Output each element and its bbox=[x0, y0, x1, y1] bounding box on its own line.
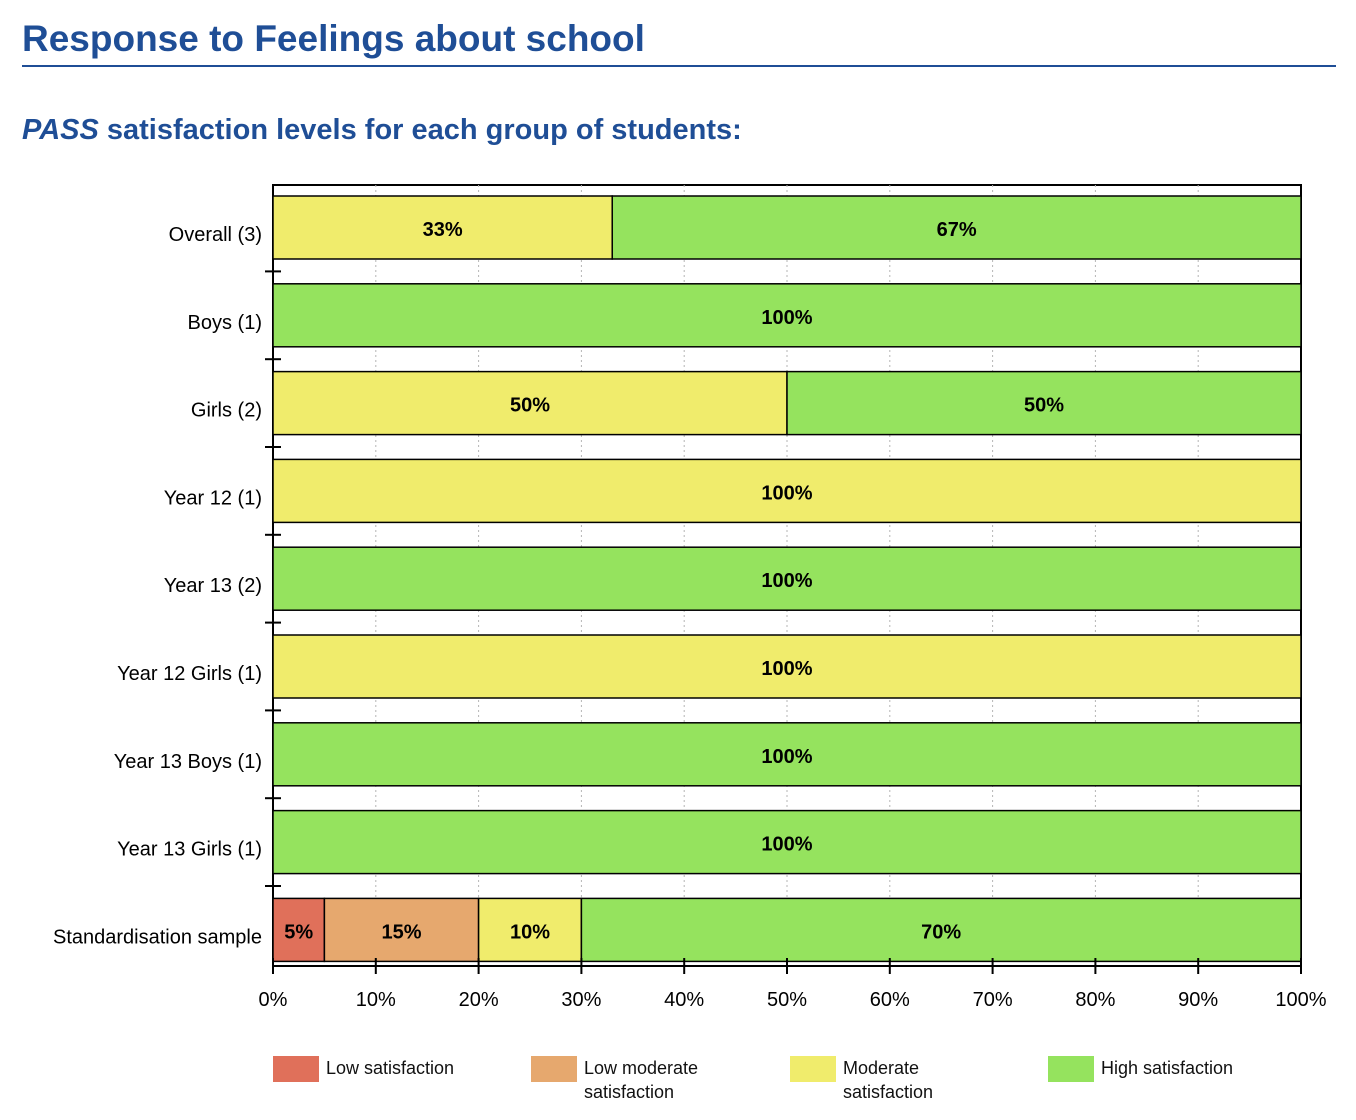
bar-value-label: 67% bbox=[937, 219, 977, 241]
bar-segment bbox=[272, 458, 1302, 524]
category-label: Year 13 (2) bbox=[164, 575, 262, 597]
x-tick-label: 80% bbox=[1075, 989, 1115, 1011]
legend-swatch-high bbox=[1048, 1056, 1094, 1082]
x-tick-label: 70% bbox=[973, 989, 1013, 1011]
bar-segment bbox=[477, 897, 583, 963]
category-label: Girls (2) bbox=[191, 400, 262, 422]
bar-segment bbox=[611, 195, 1302, 260]
legend-swatch-low bbox=[273, 1056, 319, 1082]
category-label: Year 12 (1) bbox=[164, 487, 262, 509]
legend-label-high: High satisfaction bbox=[1101, 1058, 1234, 1078]
category-label: Boys (1) bbox=[188, 312, 262, 334]
chart-subtitle: PASS satisfaction levels for each group … bbox=[22, 114, 742, 147]
bar-value-label: 15% bbox=[381, 921, 421, 943]
bar-value-label: 100% bbox=[761, 834, 812, 856]
title-divider bbox=[22, 65, 1336, 67]
bar-value-label: 50% bbox=[1024, 395, 1064, 417]
bar-segment bbox=[272, 722, 1302, 787]
subtitle-text: satisfaction levels for each group of st… bbox=[106, 114, 742, 146]
bar-segment bbox=[272, 634, 1302, 699]
bar-value-label: 100% bbox=[761, 307, 812, 329]
x-tick-label: 90% bbox=[1178, 989, 1218, 1011]
legend-item-low-moderate: Low moderate satisfaction bbox=[531, 1056, 698, 1104]
x-tick-label: 20% bbox=[459, 989, 499, 1011]
bar-segment bbox=[272, 809, 1302, 875]
legend-label-moderate: Moderate satisfaction bbox=[843, 1058, 934, 1102]
bar-segment bbox=[786, 370, 1302, 436]
stacked-bar-chart: 33% 67% Overall (3) 100% Boys (1) 50% 50% Girls… bbox=[53, 184, 1327, 1011]
bar-segment bbox=[272, 283, 1302, 348]
bar-segment bbox=[323, 897, 480, 963]
bar-segment bbox=[272, 370, 788, 436]
bar-value-label: 33% bbox=[423, 219, 463, 241]
x-tick-label: 40% bbox=[664, 989, 704, 1011]
legend-swatch-moderate bbox=[790, 1056, 836, 1082]
bar-value-label: 100% bbox=[761, 658, 812, 680]
x-tick-label: 100% bbox=[1275, 989, 1326, 1011]
bar-segment bbox=[272, 546, 1302, 611]
x-tick-label: 60% bbox=[870, 989, 910, 1011]
x-tick-label: 50% bbox=[767, 989, 807, 1011]
legend-label-low-moderate: Low moderate satisfaction bbox=[584, 1058, 699, 1102]
bar-segment bbox=[580, 897, 1302, 963]
bar-value-label: 50% bbox=[510, 395, 550, 417]
legend-item-high: High satisfaction bbox=[1048, 1056, 1233, 1082]
bar-value-label: 5% bbox=[284, 921, 313, 943]
legend-swatch-low-moderate bbox=[531, 1056, 577, 1082]
category-label: Standardisation sample bbox=[53, 926, 262, 948]
bar-value-label: 100% bbox=[761, 482, 812, 504]
x-tick-label: 10% bbox=[356, 989, 396, 1011]
legend-label-low: Low satisfaction bbox=[326, 1058, 455, 1078]
category-label: Year 13 Girls (1) bbox=[117, 839, 262, 861]
legend-item-moderate: Moderate satisfaction bbox=[790, 1056, 933, 1104]
category-label: Year 13 Boys (1) bbox=[114, 751, 262, 773]
x-tick-label: 30% bbox=[561, 989, 601, 1011]
x-tick-label: 0% bbox=[259, 989, 288, 1011]
bar-value-label: 10% bbox=[510, 921, 550, 943]
bar-value-label: 100% bbox=[761, 570, 812, 592]
bar-value-label: 100% bbox=[761, 746, 812, 768]
category-label: Year 12 Girls (1) bbox=[117, 663, 262, 685]
page-title: Response to Feelings about school bbox=[22, 18, 645, 59]
subtitle-emphasis: PASS bbox=[22, 114, 99, 146]
legend-item-low: Low satisfaction bbox=[273, 1056, 454, 1082]
bar-segment bbox=[272, 897, 326, 963]
bar-value-label: 70% bbox=[921, 921, 961, 943]
bar-segment bbox=[272, 195, 613, 260]
category-label: Overall (3) bbox=[169, 224, 262, 246]
